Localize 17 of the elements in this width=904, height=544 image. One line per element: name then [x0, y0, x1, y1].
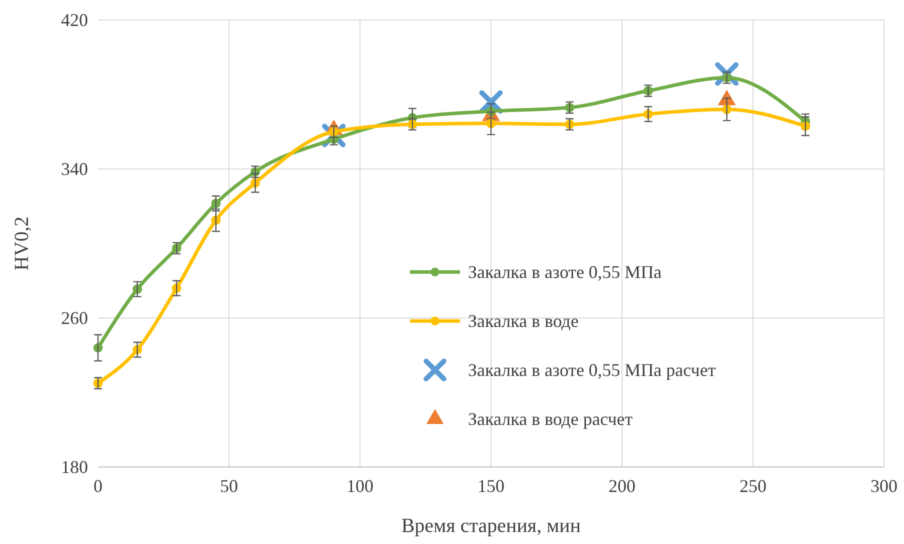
x-tick-label: 100: [346, 476, 374, 496]
x-tick-label: 200: [608, 476, 636, 496]
x-tick-label: 300: [870, 476, 898, 496]
y-axis-title: HV0,2: [11, 216, 33, 270]
x-tick-label: 50: [220, 476, 238, 496]
legend-label: Закалка в азоте 0,55 МПа: [468, 262, 662, 282]
x-tick-label: 250: [740, 476, 766, 496]
legend-label: Закалка в азоте 0,55 МПа расчет: [468, 360, 716, 380]
x-tick-label: 150: [478, 476, 504, 496]
x-axis-title: Время старения, мин: [401, 515, 581, 537]
x-tick-label: 0: [94, 476, 102, 496]
legend-label: Закалка в воде расчет: [468, 409, 633, 429]
y-tick-label: 420: [61, 10, 88, 30]
legend-label: Закалка в воде: [468, 311, 579, 331]
y-tick-label: 260: [61, 308, 88, 328]
y-tick-label: 340: [61, 158, 88, 179]
y-tick-label: 180: [61, 456, 88, 477]
